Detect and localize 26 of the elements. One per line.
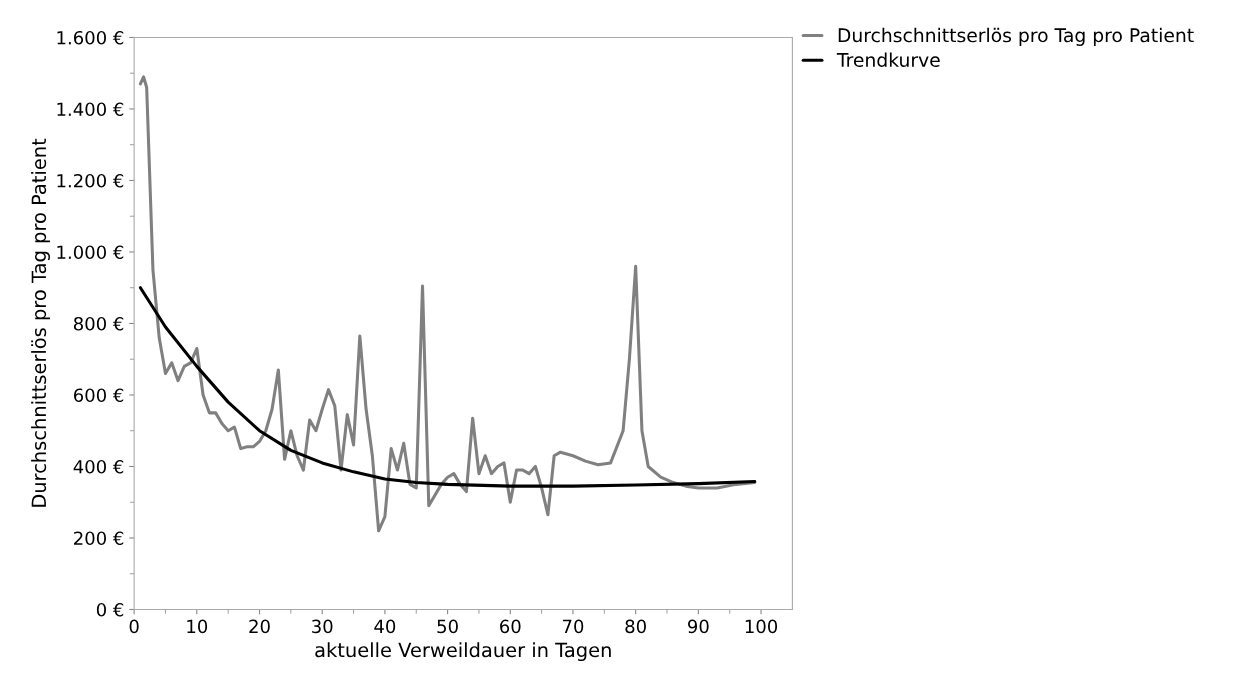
x-tick-label: 10 bbox=[187, 619, 208, 634]
y-tick-label: 400 € bbox=[73, 459, 124, 474]
y-tick-label: 1.200 € bbox=[57, 173, 124, 188]
x-tick-label: 70 bbox=[562, 619, 584, 634]
y-tick-label: 1.600 € bbox=[57, 30, 124, 45]
y-tick-label: 1.400 € bbox=[57, 102, 124, 117]
y-tick-label: 200 € bbox=[74, 531, 124, 546]
y-tick-label: 600 € bbox=[73, 388, 124, 403]
x-axis-title: aktuelle Verweildauer in Tagen bbox=[315, 642, 611, 662]
x-tick-label: 30 bbox=[312, 619, 333, 634]
line-series bbox=[138, 75, 757, 533]
legend-label: Durchschnittserlös pro Tag pro Patient bbox=[838, 27, 1194, 46]
x-tick-label: 40 bbox=[374, 619, 396, 634]
y-tick-label: 800 € bbox=[73, 316, 124, 331]
legend-label: Trendkurve bbox=[836, 52, 940, 68]
x-tick-label: 20 bbox=[249, 619, 270, 634]
x-tick-label: 80 bbox=[625, 619, 646, 634]
x-tick-label: 50 bbox=[437, 619, 458, 634]
x-tick-label: 100 bbox=[745, 619, 778, 634]
x-tick-label: 0 bbox=[129, 619, 139, 634]
y-tick-label: 1.000 € bbox=[57, 245, 124, 260]
y-axis-title: Durchschnittserlös pro Tag pro Patient bbox=[31, 138, 50, 507]
line-series bbox=[138, 286, 757, 488]
x-tick-label: 90 bbox=[688, 619, 709, 634]
y-tick-label: 0 € bbox=[96, 602, 124, 617]
x-tick-label: 60 bbox=[500, 619, 521, 634]
